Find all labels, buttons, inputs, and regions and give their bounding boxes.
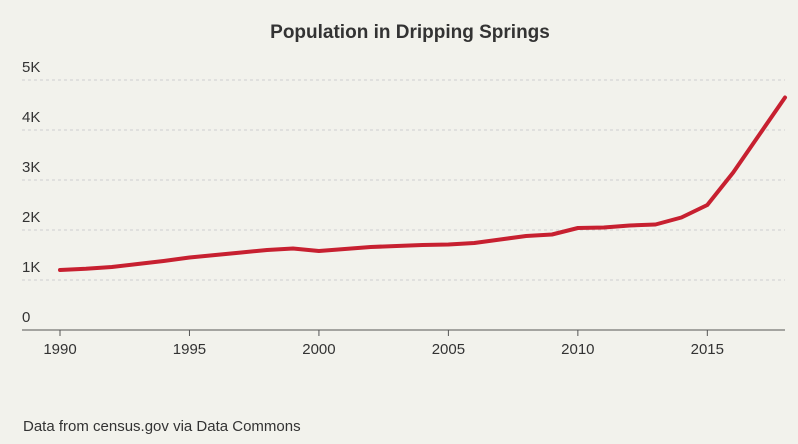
source-footnote: Data from census.gov via Data Commons [23,418,301,435]
x-tick-label: 2015 [691,341,724,358]
y-axis-ticks: 0 1K 2K 3K 4K 5K [22,59,40,326]
x-tick-label: 2010 [561,341,594,358]
x-tick-label: 1990 [43,341,76,358]
x-tick-label: 2000 [302,341,335,358]
population-line [58,95,787,272]
y-tick-label: 4K [22,109,40,126]
series-layer [58,95,787,272]
y-tick-label: 2K [22,209,40,226]
x-axis: 1990 1995 2000 2005 2010 2015 [22,329,785,358]
grid-lines [22,79,785,281]
x-tick-label: 2005 [432,341,465,358]
y-tick-label: 3K [22,159,40,176]
y-tick-label: 0 [22,309,30,326]
y-tick-label: 5K [22,59,40,76]
x-tick-label: 1995 [173,341,206,358]
chart-title: Population in Dripping Springs [270,22,550,43]
y-tick-label: 1K [22,259,40,276]
